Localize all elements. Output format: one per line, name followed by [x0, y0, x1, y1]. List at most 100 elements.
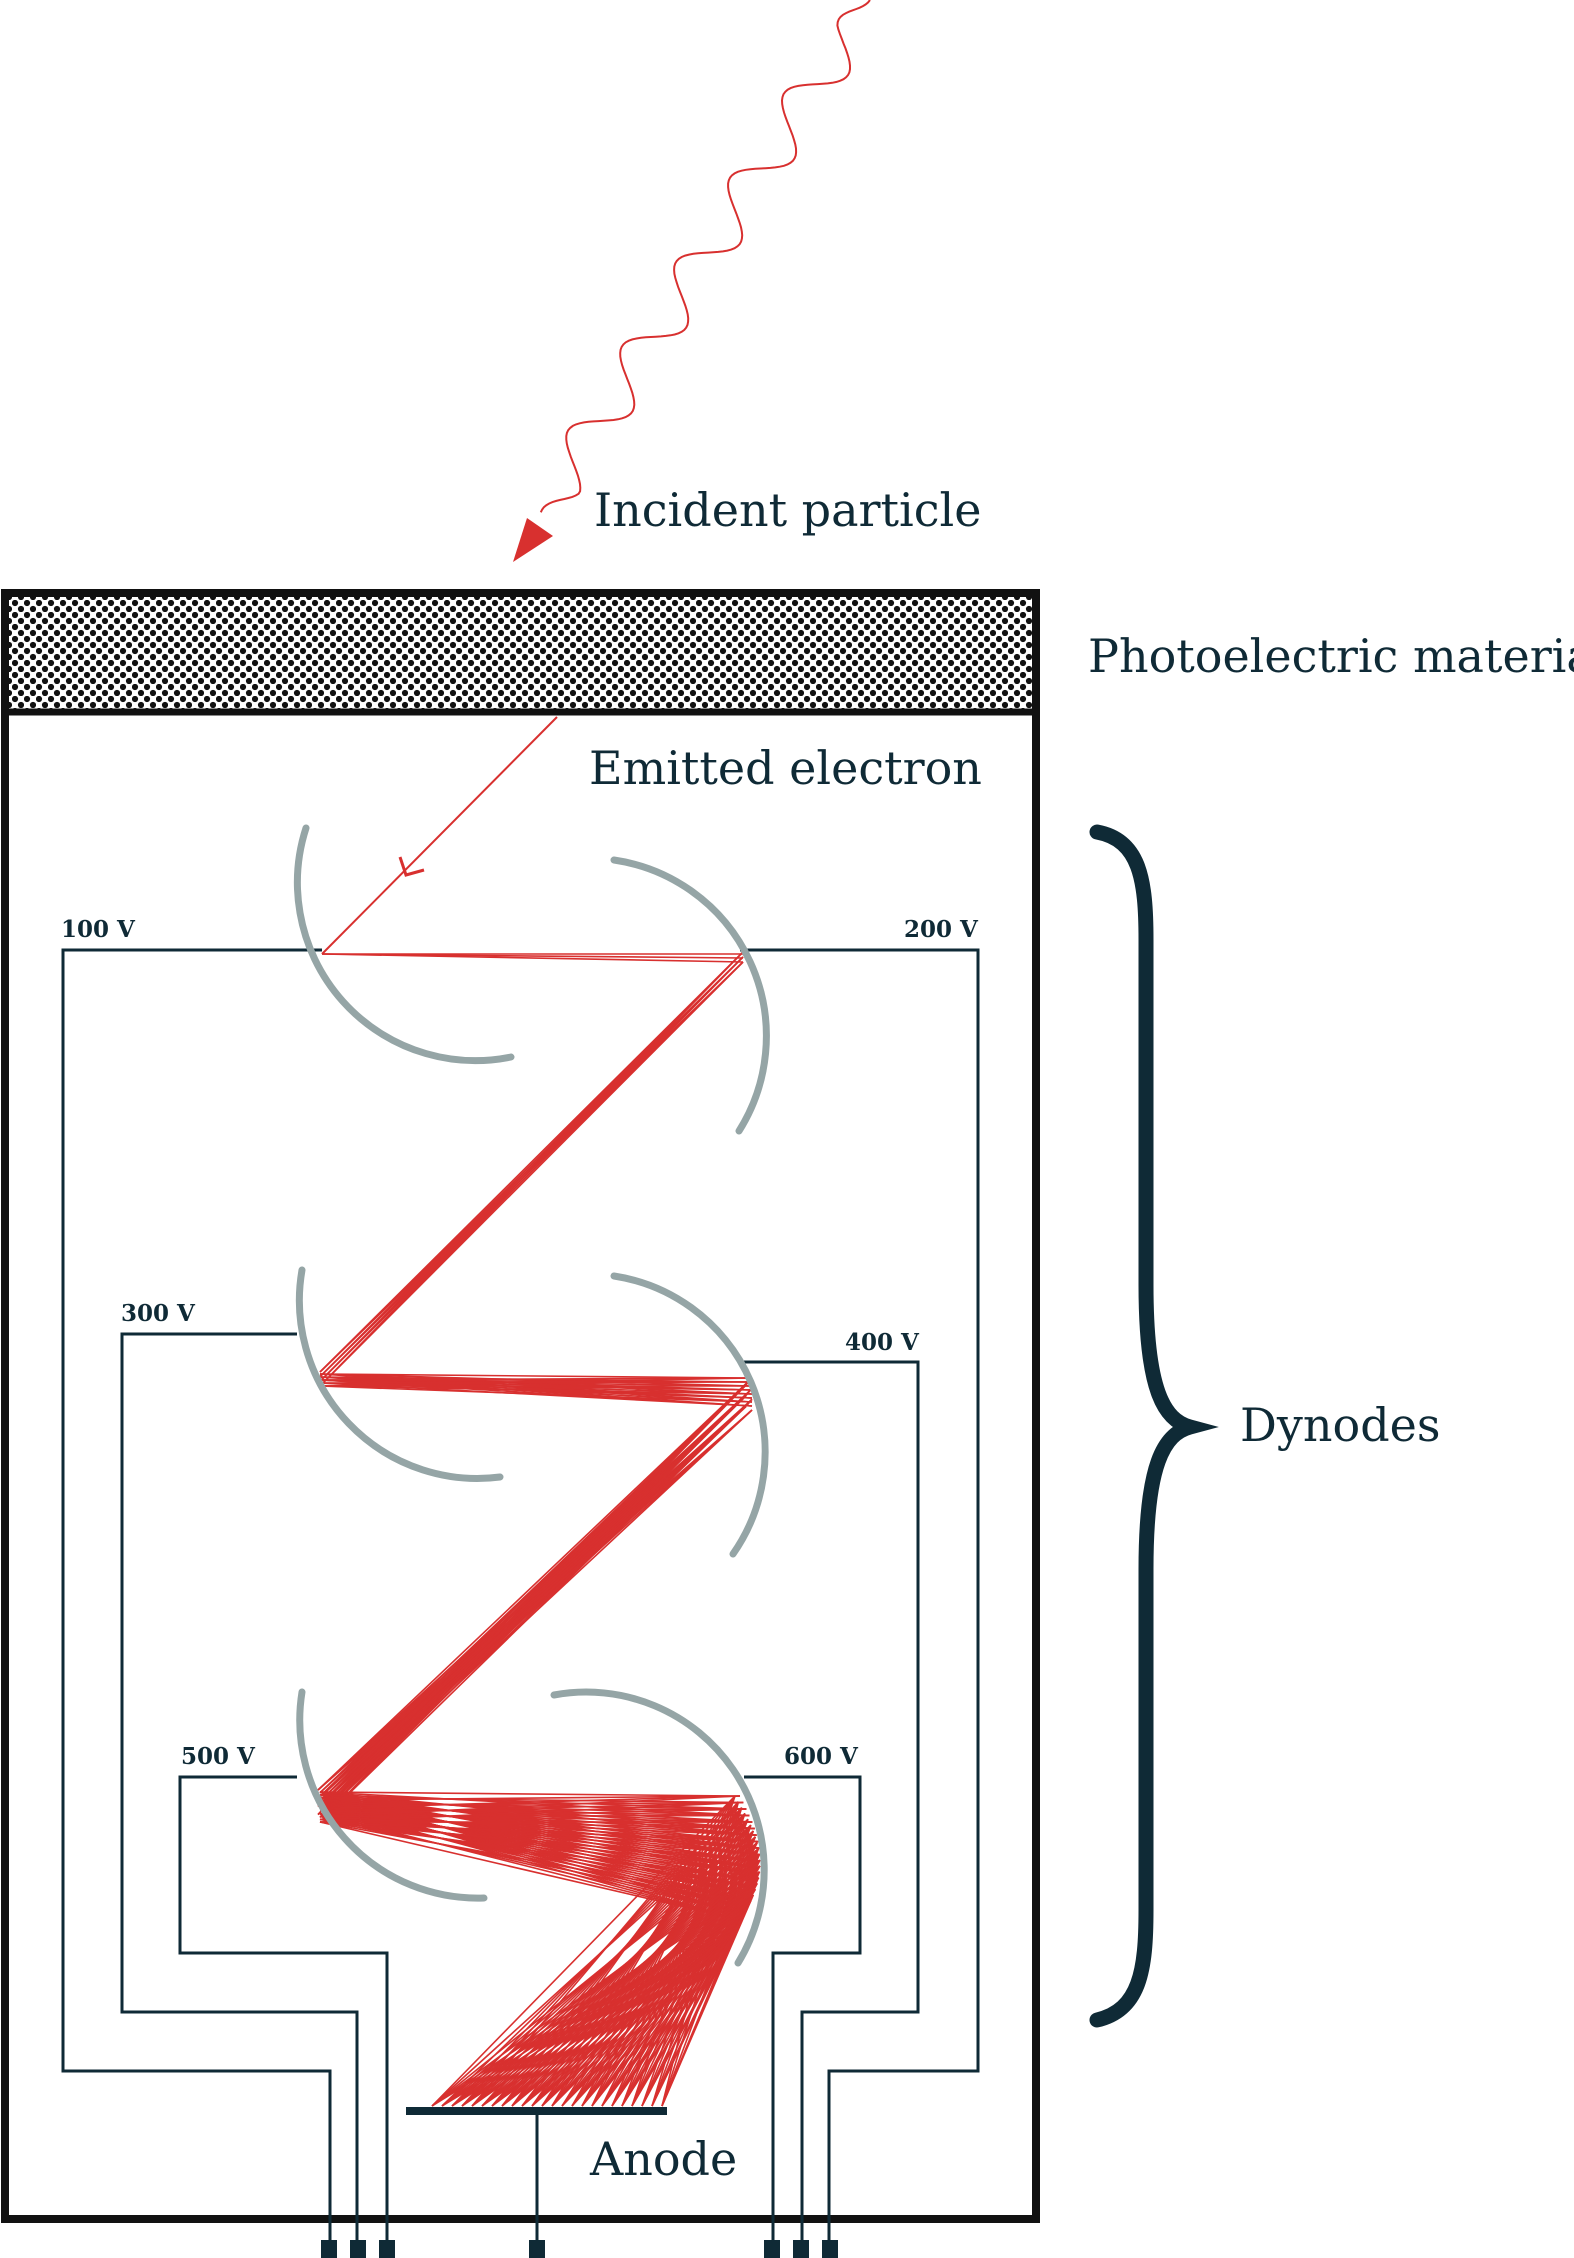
emitted-electron-arrow — [398, 856, 425, 877]
electron-beam-220 — [491, 1853, 761, 2107]
dynodes-brace — [1089, 824, 1219, 2028]
dynode-5 — [296, 1688, 488, 1902]
dynode-1 — [293, 824, 515, 1065]
dynode-3 — [295, 1266, 504, 1482]
voltage-label-2: 200 V — [904, 916, 979, 943]
electron-beam-261 — [461, 1894, 754, 2107]
electron-beam-280 — [471, 1911, 746, 2107]
electron-beam-209 — [511, 1842, 758, 2107]
electron-beam-191 — [541, 1824, 752, 2107]
electron-beam-79 — [319, 1791, 741, 1797]
electron-beam-77 — [317, 1409, 753, 1807]
voltage-label-4: 400 V — [845, 1329, 920, 1356]
emitted-electron-path — [321, 716, 558, 955]
electron-beam-284 — [631, 1912, 746, 2107]
electron-beam-292 — [491, 1923, 739, 2107]
electron-beam-126 — [319, 1808, 747, 1812]
electron-beam-99 — [319, 1795, 741, 1801]
electron-beam-92 — [319, 1796, 744, 1804]
incident-photon-wave — [539, 0, 871, 513]
electron-beam-152 — [319, 1801, 744, 1823]
electron-beam-293 — [531, 1923, 739, 2107]
electron-beam-267 — [451, 1900, 752, 2107]
electron-beam-127 — [319, 1810, 755, 1830]
electron-beam-35 — [319, 1377, 753, 1387]
photoelectric-layer — [9, 597, 1032, 710]
electron-beam-243 — [451, 1876, 760, 2107]
electron-beam-285 — [461, 1917, 743, 2107]
electron-beam-71 — [319, 1405, 747, 1794]
electron-beam-207 — [431, 1841, 758, 2107]
electron-beam-38 — [319, 1385, 753, 1403]
voltage-label-6: 600 V — [784, 1743, 859, 1770]
electron-beam-148 — [319, 1818, 760, 1849]
electron-beam-256 — [471, 1888, 756, 2107]
electron-beam-78 — [317, 1409, 753, 1816]
electron-beam-2 — [321, 953, 744, 963]
electron-beam-273 — [441, 1906, 749, 2107]
anode-label: Anode — [589, 2132, 737, 2186]
electron-beam-72 — [319, 1405, 747, 1802]
dynode-wiring — [61, 948, 980, 2245]
electron-beam-232 — [471, 1865, 761, 2107]
electron-beam-289 — [621, 1917, 743, 2107]
tube-housing — [1, 589, 1040, 2223]
electron-beam-302 — [641, 1929, 736, 2107]
voltage-label-5: 500 V — [181, 1743, 256, 1770]
dynodes-label: Dynodes — [1240, 1398, 1440, 1452]
electron-beam-51 — [317, 1388, 753, 1791]
electron-beam-154 — [319, 1821, 759, 1843]
emitted-electron-label: Emitted electron — [589, 741, 982, 795]
electron-beam-150 — [319, 1818, 755, 1889]
voltage-label-1: 100 V — [61, 916, 136, 943]
electron-beam-180 — [561, 1813, 746, 2107]
electron-beam-226 — [481, 1859, 761, 2107]
electron-beam-147 — [319, 1818, 755, 1830]
electron-beam-141 — [319, 1815, 757, 1836]
dynode-4 — [610, 1272, 769, 1558]
electron-beam-274 — [481, 1906, 749, 2107]
electron-beam-146 — [319, 1808, 747, 1821]
electron-beam-263 — [541, 1894, 754, 2107]
electron-beam-297 — [441, 1929, 736, 2107]
electron-beam-75 — [317, 1409, 753, 1791]
electron-beam-140 — [319, 1814, 750, 1818]
electron-beam-237 — [461, 1871, 760, 2107]
electron-beam-231 — [431, 1865, 761, 2107]
electron-beam-250 — [481, 1882, 758, 2107]
electron-beam-133 — [319, 1813, 753, 1823]
electron-beam-300 — [561, 1929, 736, 2107]
electron-beam-155 — [319, 1821, 760, 1863]
electron-beam-279 — [431, 1911, 746, 2107]
electron-beam-298 — [481, 1929, 736, 2107]
electron-beam-183 — [431, 1818, 749, 2107]
electron-beam-119 — [319, 1795, 741, 1810]
electron-beam-301 — [601, 1929, 736, 2107]
electron-beam-291 — [451, 1923, 739, 2107]
electron-beam-197 — [531, 1830, 754, 2107]
electron-beam-203 — [521, 1836, 757, 2107]
electron-beam-142 — [319, 1815, 760, 1856]
electron-beam-15 — [319, 1373, 753, 1379]
electron-beam-174 — [571, 1807, 743, 2107]
electron-beam-296 — [651, 1923, 740, 2107]
base-pins — [321, 2240, 838, 2258]
dynode-6 — [550, 1688, 768, 1967]
incident-particle-label: Incident particle — [594, 483, 981, 537]
electron-beam-299 — [521, 1929, 736, 2107]
electron-beam-151 — [319, 1818, 747, 1908]
electron-beam-132 — [319, 1801, 744, 1815]
electron-beam-76 — [317, 1409, 753, 1799]
dynode-2 — [610, 856, 770, 1135]
electron-beam-290 — [661, 1917, 743, 2107]
electron-beam-112 — [319, 1801, 744, 1807]
electron-beam-74 — [319, 1405, 747, 1818]
electron-beam-249 — [441, 1882, 758, 2107]
electron-beam-255 — [431, 1888, 756, 2107]
photoelectric-material-label: Photoelectric material — [1088, 629, 1574, 683]
dynodes — [293, 824, 770, 1967]
electron-beam-37 — [319, 1385, 753, 1395]
electron-beam-139 — [319, 1795, 741, 1818]
voltage-label-3: 300 V — [121, 1300, 196, 1327]
